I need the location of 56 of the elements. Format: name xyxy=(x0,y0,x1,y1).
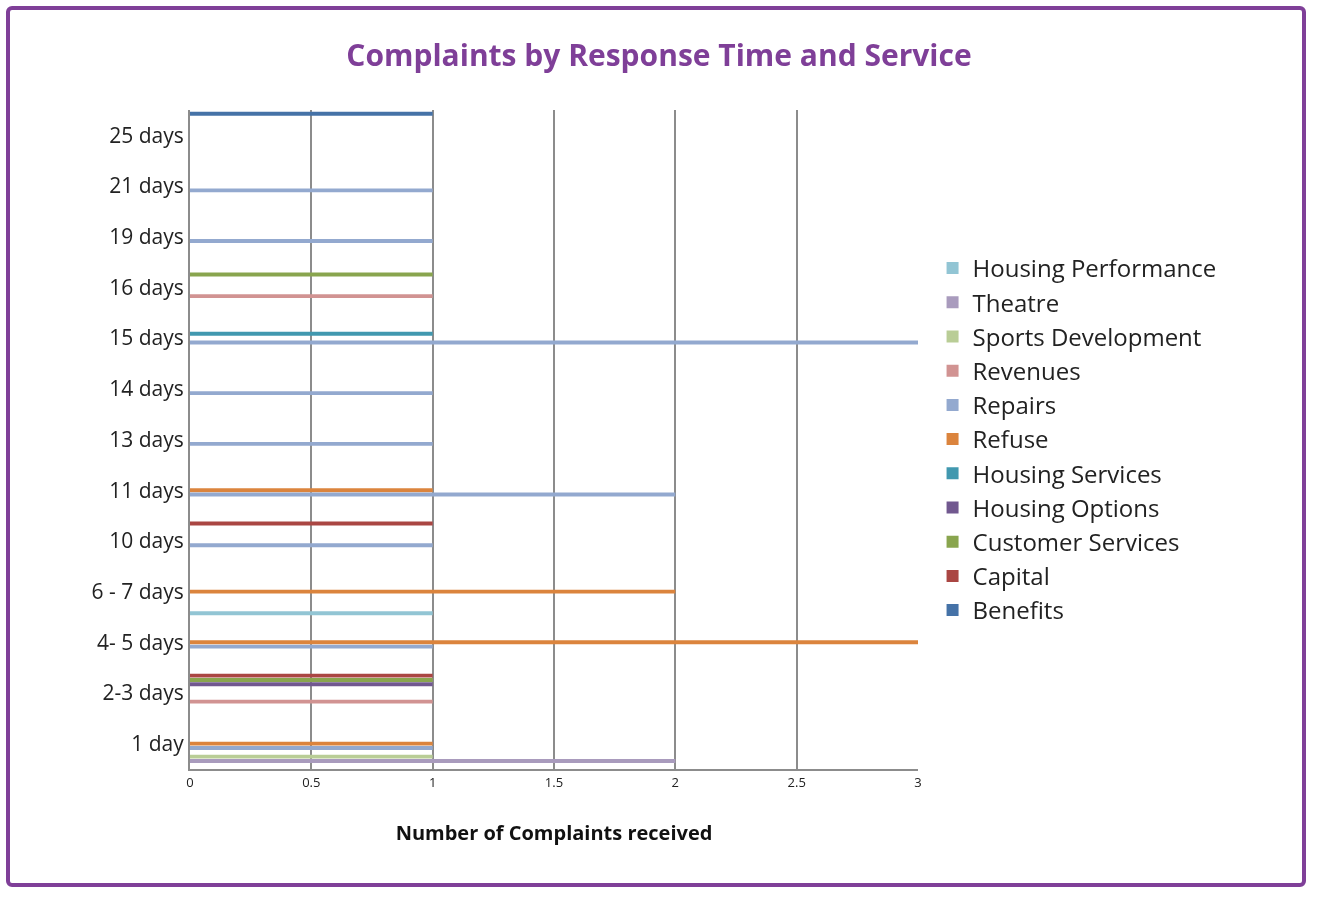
x-tick-label: 1 xyxy=(428,772,437,791)
y-tick-label: 15 days xyxy=(109,323,184,352)
chart-title: Complaints by Response Time and Service xyxy=(346,33,972,75)
legend-label: Housing Services xyxy=(972,456,1162,490)
bar xyxy=(190,272,433,277)
legend-label: Customer Services xyxy=(972,525,1180,559)
bar xyxy=(190,188,433,193)
bar xyxy=(190,699,433,704)
bar xyxy=(190,759,676,763)
y-tick-label: 14 days xyxy=(109,374,184,403)
legend-label: Theatre xyxy=(972,285,1060,319)
legend-label: Benefits xyxy=(972,593,1064,627)
y-tick-label: 21 days xyxy=(109,171,184,200)
bar xyxy=(190,441,433,446)
y-tick-label: 13 days xyxy=(109,424,184,453)
bar xyxy=(190,239,433,244)
y-tick-label: 25 days xyxy=(109,120,184,149)
legend-label: Repairs xyxy=(972,388,1057,422)
y-tick-label: 2-3 days xyxy=(102,678,184,707)
y-tick-label: 11 days xyxy=(109,475,184,504)
bar xyxy=(190,294,433,299)
x-axis-title: Number of Complaints received xyxy=(395,819,713,846)
bar xyxy=(190,682,433,687)
bar xyxy=(190,678,433,682)
bar xyxy=(190,331,433,336)
bar xyxy=(190,611,433,616)
legend-label: Revenues xyxy=(972,354,1081,388)
x-tick-label: 0 xyxy=(186,772,194,791)
y-tick-label: 6 - 7 days xyxy=(91,576,184,605)
bar xyxy=(190,111,433,116)
y-tick-label: 10 days xyxy=(109,526,184,555)
bar xyxy=(190,543,433,548)
bar xyxy=(190,673,433,678)
y-tick-label: 1 day xyxy=(131,729,185,757)
x-tick-label: 2.5 xyxy=(787,772,806,791)
x-tick-label: 3 xyxy=(914,772,922,791)
legend-label: Refuse xyxy=(972,422,1049,456)
bar xyxy=(190,391,433,396)
legend-label: Housing Performance xyxy=(972,251,1217,285)
legend-label: Capital xyxy=(972,559,1050,593)
legend-label: Sports Development xyxy=(972,319,1202,353)
y-tick-label: 19 days xyxy=(109,222,184,251)
bar xyxy=(190,589,676,594)
bar xyxy=(190,488,433,493)
x-tick-label: 0.5 xyxy=(302,772,321,791)
y-tick-label: 16 days xyxy=(109,272,184,301)
y-tick-label: 4- 5 days xyxy=(97,627,184,656)
legend-label: Housing Options xyxy=(972,490,1160,524)
bar xyxy=(190,640,918,645)
x-tick-label: 2 xyxy=(671,772,680,791)
bar xyxy=(190,754,433,759)
bar xyxy=(190,741,433,746)
bar xyxy=(190,521,433,526)
x-tick-label: 1.5 xyxy=(544,772,564,791)
bar xyxy=(190,746,433,750)
bar xyxy=(190,644,433,649)
